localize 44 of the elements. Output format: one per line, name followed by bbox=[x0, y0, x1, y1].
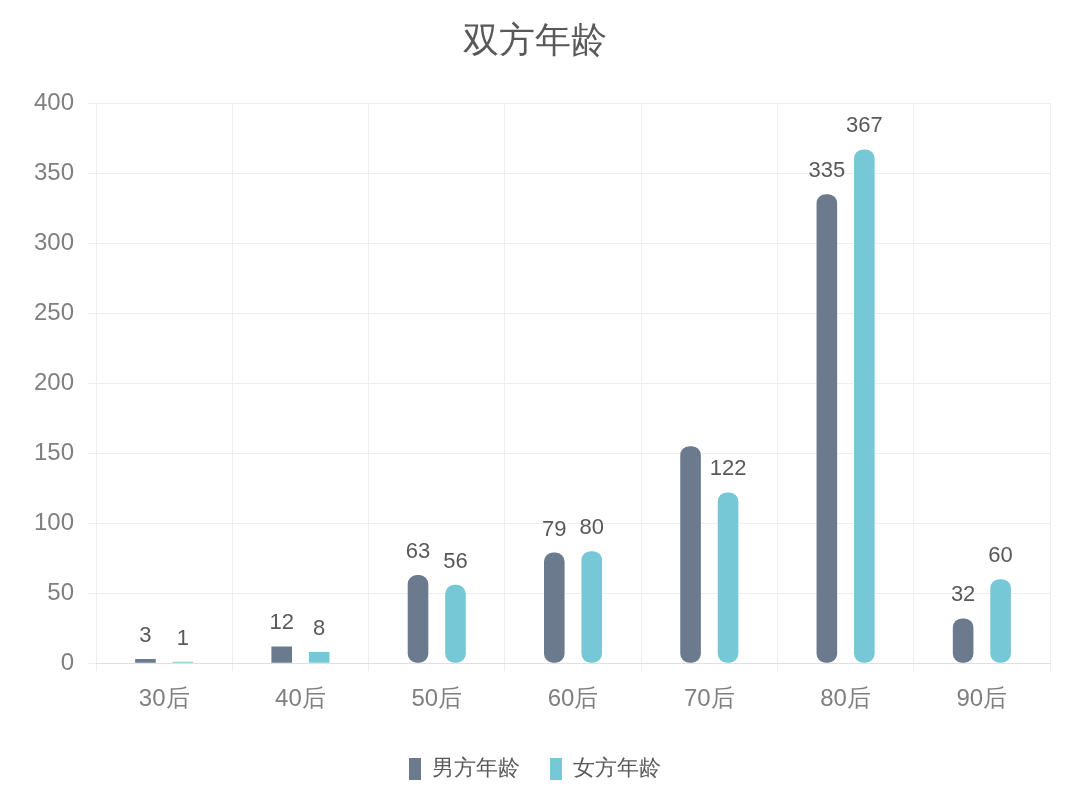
bar bbox=[407, 575, 429, 663]
y-tick-label: 400 bbox=[34, 87, 75, 115]
bar bbox=[816, 194, 838, 663]
data-label: 12 bbox=[269, 609, 294, 635]
y-tick-label: 100 bbox=[34, 507, 75, 535]
bar bbox=[717, 492, 739, 663]
y-tick-label: 250 bbox=[34, 297, 75, 325]
y-tick-label: 350 bbox=[34, 157, 75, 185]
y-tick-label: 200 bbox=[34, 367, 75, 395]
bar bbox=[135, 659, 156, 663]
bar bbox=[308, 652, 330, 663]
data-label: 1 bbox=[176, 624, 190, 650]
data-label: 60 bbox=[988, 542, 1013, 568]
data-label: 80 bbox=[579, 514, 604, 540]
x-tick-label: 90后 bbox=[956, 684, 1008, 712]
legend-label: 男方年龄 bbox=[432, 755, 520, 781]
data-label: 63 bbox=[405, 538, 431, 564]
y-tick-label: 150 bbox=[34, 437, 75, 465]
y-tick-label: 300 bbox=[34, 227, 75, 255]
bar bbox=[445, 584, 466, 663]
bar bbox=[271, 646, 293, 663]
legend-label: 女方年龄 bbox=[573, 755, 661, 781]
bar bbox=[854, 149, 875, 663]
data-label: 8 bbox=[313, 615, 326, 641]
x-tick-label: 50后 bbox=[411, 684, 463, 712]
bar bbox=[680, 446, 701, 663]
y-tick-label: 0 bbox=[60, 647, 75, 675]
data-label: 56 bbox=[443, 547, 468, 573]
x-tick-label: 80后 bbox=[820, 684, 871, 712]
data-label: 335 bbox=[808, 157, 846, 183]
y-tick-label: 50 bbox=[47, 577, 75, 605]
chart-title: 双方年龄 bbox=[463, 18, 607, 60]
x-tick-label: 70后 bbox=[683, 684, 735, 712]
data-label: 3 bbox=[139, 622, 152, 648]
data-label: 122 bbox=[709, 455, 747, 481]
bar bbox=[543, 552, 565, 663]
x-tick-label: 40后 bbox=[275, 684, 326, 712]
bar bbox=[581, 551, 603, 663]
data-label: 79 bbox=[542, 515, 567, 541]
bar bbox=[990, 579, 1011, 663]
x-tick-label: 60后 bbox=[547, 684, 599, 712]
x-tick-label: 30后 bbox=[138, 684, 190, 712]
data-label: 367 bbox=[845, 112, 883, 138]
data-label: 32 bbox=[950, 581, 976, 607]
